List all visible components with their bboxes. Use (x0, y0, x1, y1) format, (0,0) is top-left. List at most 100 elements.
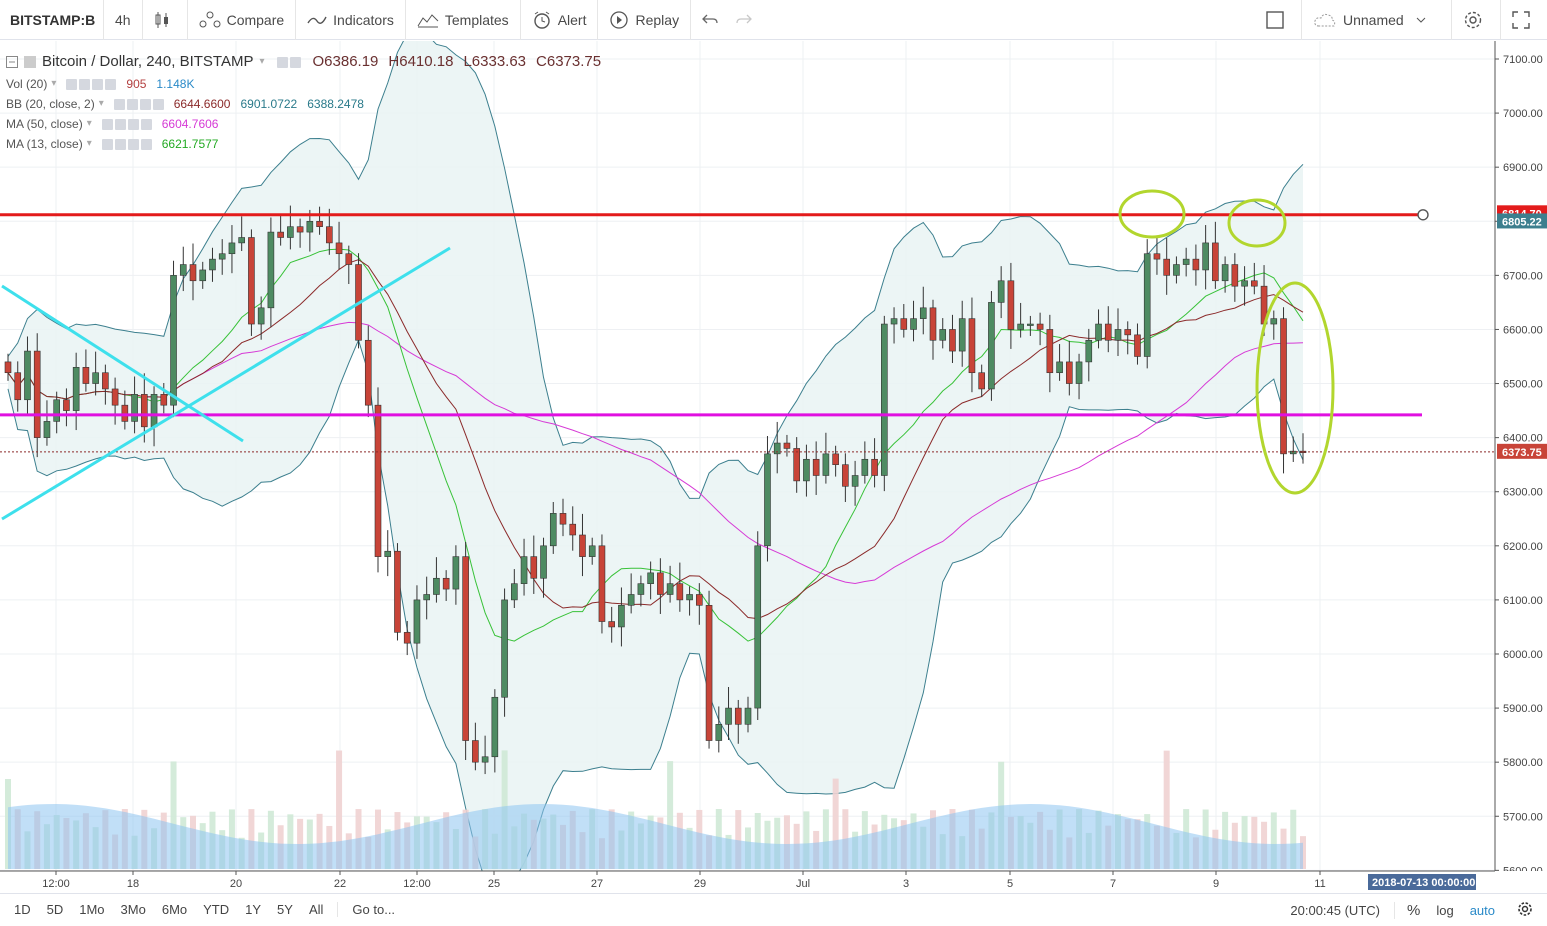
symbol-search[interactable]: BITSTAMP:B (0, 0, 104, 40)
time-tag (1368, 874, 1476, 890)
candle-up (890, 318, 898, 325)
series-controls[interactable] (276, 56, 301, 68)
candle-down (657, 572, 664, 595)
range-button[interactable]: 1Y (245, 902, 262, 917)
range-button[interactable]: 1Mo (79, 902, 105, 917)
expand-icon (1512, 11, 1530, 29)
candle-down (832, 453, 839, 465)
log-toggle[interactable]: log (1436, 902, 1454, 918)
percent-toggle[interactable]: % (1393, 901, 1428, 919)
candlesticks (4, 205, 1307, 775)
chart-style-button[interactable] (143, 0, 188, 40)
candle-down (277, 231, 284, 238)
range-button[interactable]: 6Mo (161, 902, 188, 917)
candle-down (608, 621, 615, 628)
candle-down (335, 242, 343, 255)
fullscreen-toggle[interactable] (1255, 0, 1301, 40)
layout-name: Unnamed (1343, 12, 1404, 28)
candle-down (189, 264, 197, 282)
candle-up (1173, 264, 1180, 276)
candle-up (910, 318, 917, 330)
ohlc-open: O6386.19 (312, 53, 379, 70)
gear-icon (1518, 901, 1532, 916)
ma50-controls[interactable] (101, 118, 152, 130)
candle-up (988, 302, 995, 390)
candle-down (4, 361, 12, 374)
range-button[interactable]: 3Mo (120, 902, 146, 917)
ma13-dropdown-icon[interactable]: ▾ (86, 138, 92, 149)
candle-down (1231, 264, 1239, 287)
price-tick-label: 6300.00 (1503, 487, 1543, 499)
candle-down (394, 550, 401, 633)
volume-dropdown-icon[interactable]: ▾ (51, 78, 57, 89)
ma13-controls[interactable] (101, 138, 152, 150)
volume-bar (267, 810, 274, 869)
settings-button[interactable] (1451, 0, 1500, 40)
undo-button[interactable] (691, 0, 730, 40)
ohlc-high: H6410.18 (388, 53, 454, 70)
price-axis: 7100.007000.006900.006800.006700.006600.… (1494, 41, 1547, 877)
compare-label: Compare (226, 11, 285, 28)
range-button[interactable]: 5D (46, 902, 64, 917)
candle-up (1114, 329, 1122, 341)
candle-up (637, 583, 645, 595)
undo-icon (702, 14, 718, 23)
time-tick-label: 5 (1007, 878, 1013, 890)
interval-selector[interactable]: 4h (104, 0, 143, 40)
range-button[interactable]: 1D (14, 902, 31, 917)
compare-icon (199, 11, 221, 27)
bb-controls[interactable] (113, 98, 164, 110)
chart-settings-gear[interactable] (1509, 901, 1547, 920)
candle-down (579, 534, 586, 557)
ma13-value: 6621.7577 (161, 137, 219, 151)
candle-down (14, 372, 22, 401)
volume-value-2: 1.148K (156, 77, 195, 91)
candle-up (666, 583, 674, 595)
expand-button[interactable] (1500, 0, 1547, 40)
compare-button[interactable]: Compare (188, 0, 297, 40)
indicators-label: Indicators (333, 11, 394, 28)
volume-controls[interactable] (66, 78, 117, 90)
time-tick-label: 18 (127, 878, 139, 890)
candle-up (53, 399, 60, 422)
cloud-icon (1314, 13, 1336, 27)
price-chart[interactable]: 7100.007000.006900.006800.006700.006600.… (0, 41, 1547, 893)
range-button[interactable]: YTD (203, 902, 230, 917)
candle-up (92, 372, 99, 384)
candle-down (559, 513, 567, 525)
series-dropdown-icon[interactable]: ▾ (259, 56, 265, 67)
bb-dropdown-icon[interactable]: ▾ (98, 98, 104, 109)
candle-up (43, 421, 51, 438)
auto-toggle[interactable]: auto (1469, 902, 1495, 918)
indicators-button[interactable]: Indicators (296, 0, 406, 40)
range-button[interactable]: All (308, 902, 324, 917)
candle-up (257, 307, 265, 325)
bb-value-upper: 6901.0722 (240, 97, 298, 111)
volume-bar (1251, 816, 1258, 869)
candle-up (491, 696, 499, 758)
templates-icon (417, 13, 439, 27)
ma50-dropdown-icon[interactable]: ▾ (86, 118, 92, 129)
redo-button[interactable] (730, 0, 769, 40)
candle-up (1017, 323, 1024, 330)
alert-button[interactable]: Alert (521, 0, 599, 40)
redo-icon (736, 14, 752, 23)
candle-down (1212, 242, 1219, 282)
trend-line-down (1, 284, 244, 443)
collapse-icon[interactable] (6, 56, 18, 68)
candle-up (199, 269, 207, 282)
time-tick-label: Jul (796, 878, 810, 890)
replay-button[interactable]: Replay (598, 0, 692, 40)
top-toolbar: BITSTAMP:B 4h Compare Indicators Templat… (0, 0, 1547, 40)
templates-button[interactable]: Templates (406, 0, 521, 40)
goto-button[interactable]: Go to... (337, 902, 409, 917)
layout-menu[interactable]: Unnamed (1301, 0, 1451, 40)
price-tick-label: 7000.00 (1503, 108, 1543, 120)
price-tick-label: 6100.00 (1503, 595, 1543, 607)
candle-up (1056, 361, 1063, 374)
candle-down (472, 740, 479, 763)
candle-up (715, 724, 723, 741)
candle-up (764, 453, 771, 547)
range-button[interactable]: 5Y (277, 902, 293, 917)
volume-bar (336, 750, 343, 869)
